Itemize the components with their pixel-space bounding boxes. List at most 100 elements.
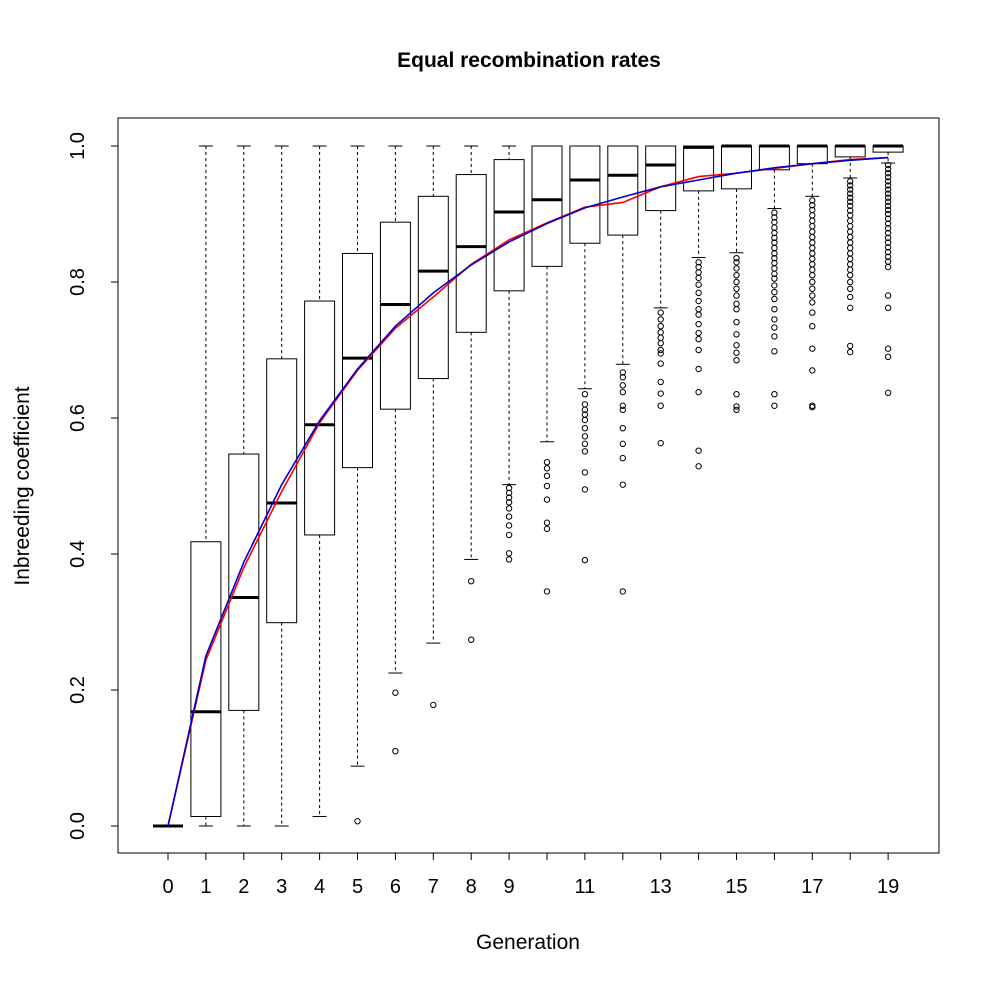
outlier-point bbox=[695, 335, 702, 343]
outlier-point bbox=[847, 239, 854, 246]
outlier-point bbox=[505, 484, 513, 492]
outlier-point bbox=[505, 531, 513, 539]
outlier-point bbox=[847, 186, 854, 193]
outlier-point bbox=[809, 250, 816, 257]
outlier-point bbox=[543, 588, 551, 595]
outlier-point bbox=[847, 261, 854, 268]
outlier-point bbox=[847, 233, 854, 241]
outlier-point bbox=[619, 402, 626, 409]
outlier-point bbox=[657, 334, 664, 341]
x-tick-label-5: 5 bbox=[352, 876, 363, 898]
outlier-point bbox=[884, 253, 892, 261]
box-gen-15 bbox=[721, 144, 752, 414]
outlier-point bbox=[733, 285, 740, 292]
outlier-point bbox=[543, 465, 551, 472]
box-iqr bbox=[796, 145, 828, 165]
outlier-point bbox=[847, 217, 854, 225]
outlier-point bbox=[884, 234, 892, 242]
boxes-layer bbox=[153, 144, 904, 828]
outlier-point bbox=[657, 360, 664, 367]
outlier-point bbox=[695, 269, 702, 276]
box-gen-16 bbox=[758, 144, 790, 409]
outlier-point bbox=[884, 178, 892, 185]
outlier-point bbox=[771, 282, 778, 289]
box-gen-2 bbox=[228, 145, 260, 827]
outlier-point bbox=[581, 486, 589, 493]
outlier-point bbox=[847, 207, 854, 214]
outlier-point bbox=[468, 578, 475, 585]
outlier-point bbox=[847, 255, 854, 263]
box-gen-17 bbox=[796, 144, 828, 411]
outlier-point bbox=[468, 636, 475, 643]
box-iqr bbox=[190, 541, 222, 817]
outlier-point bbox=[619, 588, 626, 595]
box-gen-8 bbox=[455, 145, 487, 643]
outlier-point bbox=[847, 304, 854, 312]
outlier-point bbox=[884, 304, 892, 312]
box-iqr bbox=[834, 145, 866, 158]
outlier-point bbox=[581, 433, 589, 440]
outlier-point bbox=[695, 297, 702, 305]
outlier-point bbox=[771, 209, 778, 216]
outlier-point bbox=[543, 459, 551, 466]
outlier-point bbox=[809, 266, 816, 273]
outlier-point bbox=[657, 350, 664, 357]
outlier-point bbox=[884, 186, 892, 193]
outlier-point bbox=[847, 272, 854, 279]
outlier-point bbox=[884, 190, 892, 197]
x-tick-label-2: 2 bbox=[238, 876, 249, 898]
outlier-point bbox=[771, 270, 778, 278]
outlier-point bbox=[695, 463, 702, 470]
box-iqr bbox=[607, 145, 639, 236]
box-gen-6 bbox=[379, 145, 411, 755]
outlier-point bbox=[884, 165, 892, 173]
outlier-point bbox=[884, 170, 892, 177]
outlier-point bbox=[884, 161, 892, 169]
outlier-point bbox=[505, 513, 513, 520]
outlier-point bbox=[392, 748, 399, 755]
outlier-point bbox=[809, 212, 816, 219]
box-iqr bbox=[645, 145, 677, 212]
outlier-point bbox=[733, 406, 740, 414]
outlier-point bbox=[884, 215, 892, 222]
outlier-point bbox=[733, 278, 740, 286]
outlier-point bbox=[771, 333, 778, 340]
outlier-point bbox=[884, 220, 892, 227]
x-axis: 0 1 2 3 4 5 6 7 8 9 11 13 15 17 19 bbox=[162, 853, 899, 898]
outlier-point bbox=[884, 194, 892, 201]
outlier-point bbox=[695, 281, 702, 288]
box-gen-4 bbox=[304, 145, 336, 817]
outlier-point bbox=[733, 349, 740, 356]
outlier-point bbox=[809, 299, 816, 306]
x-tick-label-4: 4 bbox=[314, 876, 325, 898]
x-tick-label-15: 15 bbox=[725, 876, 747, 898]
outlier-point bbox=[771, 265, 778, 272]
box-gen-11 bbox=[569, 145, 601, 564]
outlier-point bbox=[809, 233, 816, 241]
series-line-1 bbox=[167, 156, 889, 827]
box-gen-5 bbox=[342, 145, 373, 825]
outlier-point bbox=[884, 239, 892, 246]
outlier-point bbox=[619, 406, 626, 414]
outlier-point bbox=[354, 818, 361, 825]
chart-title: Equal recombination rates bbox=[397, 49, 661, 72]
plot-frame bbox=[117, 117, 940, 854]
outlier-point bbox=[847, 278, 854, 286]
box-gen-7 bbox=[417, 145, 449, 709]
outlier-point bbox=[771, 224, 778, 231]
outlier-point bbox=[847, 223, 854, 230]
outlier-point bbox=[733, 403, 740, 410]
outlier-point bbox=[771, 214, 778, 221]
outlier-point bbox=[847, 244, 854, 252]
x-tick-label-6: 6 bbox=[390, 876, 401, 898]
outlier-point bbox=[809, 272, 816, 279]
outlier-point bbox=[733, 292, 740, 299]
outlier-point bbox=[581, 440, 589, 448]
outlier-point bbox=[884, 229, 892, 237]
outlier-point bbox=[581, 406, 589, 414]
outlier-point bbox=[505, 505, 513, 512]
outlier-point bbox=[847, 266, 854, 273]
outlier-point bbox=[884, 225, 892, 232]
outlier-point bbox=[809, 244, 816, 252]
outlier-point bbox=[771, 295, 778, 303]
